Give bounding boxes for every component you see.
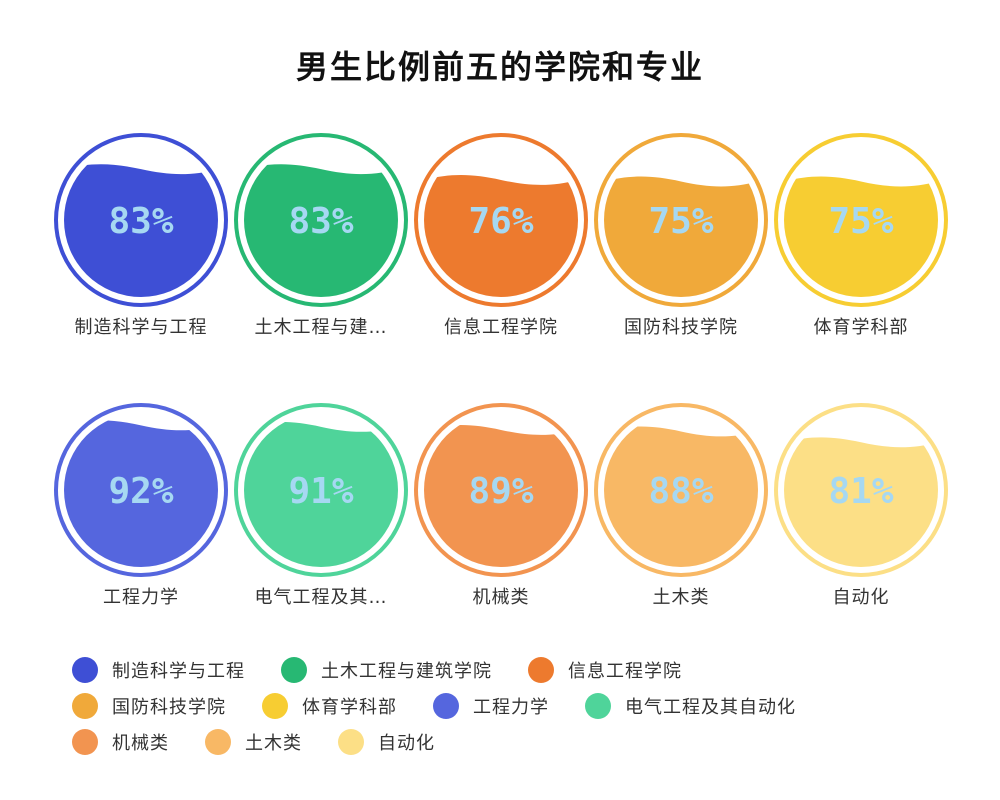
value-label: 88%	[648, 471, 713, 512]
legend-dot-icon	[338, 729, 364, 755]
category-label: 机械类	[473, 587, 530, 608]
legend-label: 国防科技学院	[112, 697, 226, 718]
legend-item: 自动化	[338, 729, 435, 755]
legend-item: 信息工程学院	[528, 657, 682, 683]
legend-label: 体育学科部	[302, 697, 397, 718]
category-label: 体育学科部	[814, 317, 909, 338]
value-label: 75%	[828, 201, 893, 242]
legend-item: 电气工程及其自动化	[585, 693, 796, 719]
legend: 制造科学与工程 土木工程与建筑学院 信息工程学院国防科技学院 体育学科部 工程力学 电气工…	[72, 652, 972, 760]
gauge-fill	[784, 176, 938, 297]
category-label: 土木类	[653, 587, 710, 608]
value-label: 75%	[648, 201, 713, 242]
legend-label: 土木工程与建筑学院	[321, 661, 492, 682]
value-label: 83%	[288, 201, 353, 242]
category-label: 信息工程学院	[444, 317, 558, 338]
legend-label: 机械类	[112, 733, 169, 754]
legend-dot-icon	[262, 693, 288, 719]
category-label: 制造科学与工程	[75, 317, 208, 338]
gauge-fill	[424, 175, 578, 297]
legend-row: 国防科技学院 体育学科部 工程力学 电气工程及其自动化	[72, 688, 972, 724]
legend-dot-icon	[72, 693, 98, 719]
legend-item: 土木类	[205, 729, 302, 755]
legend-dot-icon	[433, 693, 459, 719]
gauge-fill	[784, 437, 938, 567]
value-label: 91%	[288, 471, 353, 512]
value-label: 92%	[108, 471, 173, 512]
gauge-fill	[604, 176, 758, 297]
liquid-fill-chart: 83% 制造科学与工程 83% 土木工程与建… 76% 信息工程学院 75% 国防科技学院 75…	[54, 133, 948, 608]
category-label: 自动化	[833, 587, 890, 608]
gauge-fill	[604, 426, 758, 567]
legend-item: 机械类	[72, 729, 169, 755]
gauge-fill	[64, 420, 218, 567]
legend-row: 制造科学与工程 土木工程与建筑学院 信息工程学院	[72, 652, 972, 688]
value-label: 89%	[468, 471, 533, 512]
category-label: 电气工程及其…	[255, 587, 388, 608]
legend-label: 制造科学与工程	[112, 661, 245, 682]
category-label: 国防科技学院	[624, 317, 738, 338]
gauge-fill	[244, 164, 398, 297]
legend-label: 土木类	[245, 733, 302, 754]
gauge-fill	[424, 425, 578, 567]
category-label: 工程力学	[103, 587, 179, 608]
legend-dot-icon	[205, 729, 231, 755]
legend-dot-icon	[72, 729, 98, 755]
legend-label: 电气工程及其自动化	[625, 697, 796, 718]
legend-dot-icon	[281, 657, 307, 683]
legend-item: 土木工程与建筑学院	[281, 657, 492, 683]
legend-dot-icon	[528, 657, 554, 683]
legend-item: 制造科学与工程	[72, 657, 245, 683]
value-label: 76%	[468, 201, 533, 242]
legend-dot-icon	[585, 693, 611, 719]
legend-item: 体育学科部	[262, 693, 397, 719]
page-title: 男生比例前五的学院和专业	[295, 48, 704, 86]
legend-item: 国防科技学院	[72, 693, 226, 719]
gauge-fill	[64, 164, 218, 297]
value-label: 83%	[108, 201, 173, 242]
legend-dot-icon	[72, 657, 98, 683]
legend-label: 工程力学	[473, 697, 549, 718]
category-label: 土木工程与建…	[255, 317, 388, 338]
legend-label: 信息工程学院	[568, 661, 682, 682]
legend-label: 自动化	[378, 733, 435, 754]
value-label: 81%	[828, 471, 893, 512]
legend-item: 工程力学	[433, 693, 549, 719]
gauge-fill	[244, 421, 398, 567]
legend-row: 机械类 土木类 自动化	[72, 724, 972, 760]
